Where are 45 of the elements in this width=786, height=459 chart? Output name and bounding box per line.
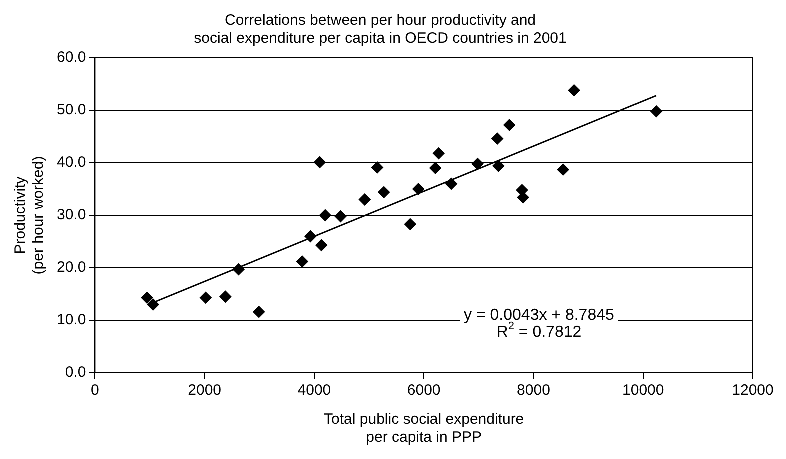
x-tick-label: 4000 (298, 382, 332, 400)
y-tick-label: 0.0 (65, 364, 86, 382)
y-tick-label: 10.0 (56, 312, 86, 329)
point (432, 148, 445, 160)
point (492, 132, 504, 145)
point (296, 256, 308, 268)
x-tick-label: 0 (91, 382, 100, 400)
point (412, 183, 425, 196)
x-tick-label: 12000 (732, 382, 774, 400)
text: social expenditure per capita in OECD countries in 2001 (194, 30, 567, 48)
point (314, 156, 326, 168)
point (334, 210, 347, 223)
point (220, 290, 232, 303)
text: Correlations between per hour productivity and (224, 12, 536, 30)
point (358, 194, 371, 206)
point (504, 119, 516, 132)
text: per capita in PPP (366, 429, 482, 446)
point (316, 239, 328, 252)
point (557, 164, 570, 176)
point (492, 160, 505, 172)
y-tick-label: 30.0 (56, 206, 86, 224)
text: Productivity (12, 176, 30, 254)
text: Total public social expenditure (324, 411, 524, 428)
point (568, 84, 580, 97)
y-tick-label: 50.0 (56, 102, 86, 119)
x-tick-label: 8000 (517, 382, 550, 400)
y-tick-label: 40.0 (56, 154, 86, 172)
point (517, 192, 530, 204)
point (141, 292, 154, 304)
point (472, 158, 484, 170)
text: (per hour worked) (30, 156, 48, 275)
point (319, 210, 332, 222)
y-tick-label: 60.0 (56, 49, 86, 66)
point (378, 186, 390, 198)
point (446, 178, 458, 190)
point (430, 162, 442, 174)
point (372, 162, 384, 174)
point (200, 292, 212, 304)
point (253, 306, 266, 318)
point (404, 218, 416, 230)
x-tick-label: 2000 (188, 382, 222, 400)
y-tick-label: 20.0 (56, 259, 86, 276)
point (650, 106, 663, 118)
x-tick-label: 10000 (622, 382, 664, 400)
x-tick-label: 6000 (407, 382, 441, 400)
